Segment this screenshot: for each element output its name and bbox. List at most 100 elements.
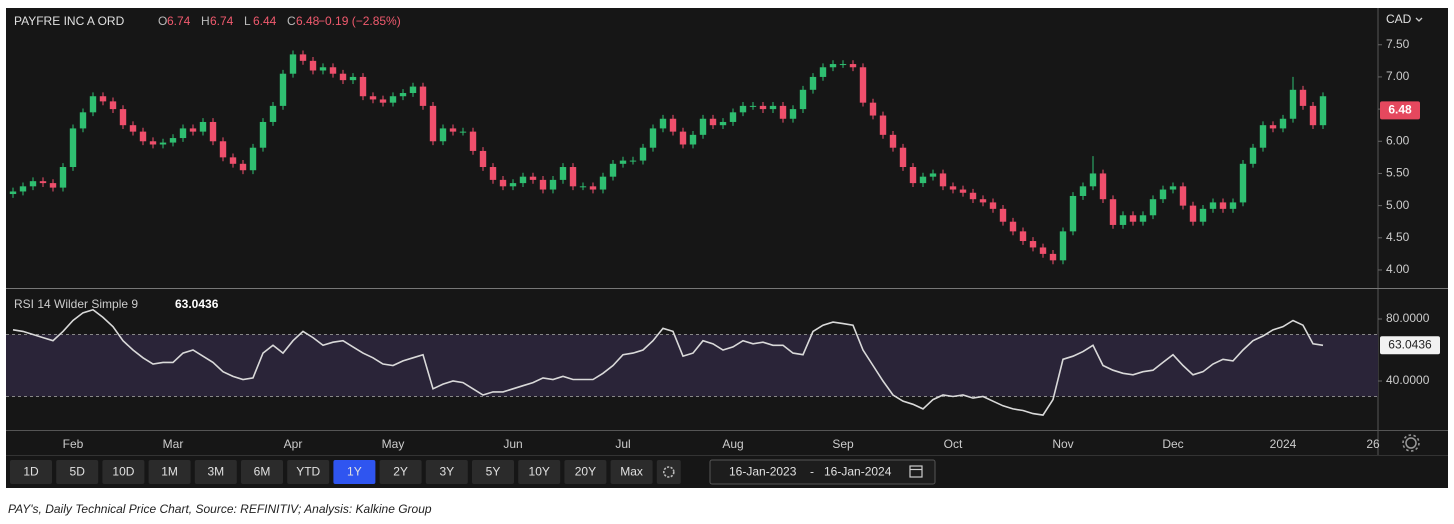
candle-body (89, 96, 97, 113)
candle-body (1009, 221, 1017, 232)
candle-body (59, 167, 67, 188)
candle-body (1079, 186, 1087, 196)
range-button[interactable]: 3Y (425, 460, 468, 484)
candle-body (1319, 96, 1327, 126)
date-to[interactable]: 16-Jan-2024 (824, 465, 892, 479)
range-button-bg[interactable] (194, 460, 237, 484)
candle-body (79, 112, 87, 129)
candle-body (299, 54, 307, 61)
calendar-icon[interactable] (909, 465, 923, 478)
range-button-bg[interactable] (287, 460, 330, 484)
range-button-label[interactable]: YTD (296, 465, 320, 479)
range-button-label[interactable]: 6M (254, 465, 271, 479)
rsi-line (12, 308, 1324, 416)
instrument-name: PAYFRE INC A ORD (14, 14, 125, 28)
range-button-label[interactable]: 1M (161, 465, 178, 479)
dropdown-icon (1415, 17, 1423, 22)
candle-body (659, 118, 667, 129)
candle-body (869, 102, 877, 116)
range-button-label[interactable]: 3Y (439, 465, 454, 479)
last-price-label: 6.48 (1388, 103, 1412, 117)
range-button-bg[interactable] (564, 460, 607, 484)
date-range-box[interactable] (709, 459, 936, 485)
range-button[interactable]: 1D (10, 460, 52, 484)
range-button-bg[interactable] (518, 460, 561, 484)
candle-body (29, 181, 37, 187)
candle-body (489, 167, 497, 180)
last-price-badge (1380, 101, 1420, 120)
range-button[interactable]: 20Y (564, 460, 607, 484)
indicator-value: 63.0436 (175, 297, 219, 311)
candle-body (1209, 202, 1217, 209)
candle-body (329, 67, 337, 74)
candle-body (1189, 205, 1197, 222)
candle-body (419, 86, 427, 106)
range-button[interactable]: 10Y (518, 460, 561, 484)
range-button-bg[interactable] (425, 460, 468, 484)
currency[interactable]: CAD (1386, 12, 1412, 26)
chart-settings-button[interactable] (656, 460, 681, 484)
range-button[interactable]: Max (610, 460, 653, 484)
candle-body (1159, 189, 1167, 200)
candle-body (209, 121, 217, 142)
range-button-label[interactable]: 10D (112, 465, 134, 479)
candle-body (469, 131, 477, 151)
candle-body (1179, 186, 1187, 206)
candle-body (839, 64, 847, 66)
candle-body (819, 67, 827, 77)
range-button[interactable]: 1M (148, 460, 191, 484)
candle-body (679, 131, 687, 145)
range-button-label[interactable]: 1D (23, 465, 39, 479)
range-button-label[interactable]: 1Y (347, 465, 362, 479)
price-change: −0.19 (−2.85%) (318, 14, 401, 28)
settings-icon[interactable] (1402, 434, 1420, 452)
range-button-bg[interactable] (333, 460, 376, 484)
gear-icon[interactable] (1405, 437, 1417, 449)
range-button-bg[interactable] (148, 460, 191, 484)
y-tick-label: 7.50 (1386, 37, 1410, 51)
range-button[interactable]: 1Y (333, 460, 376, 484)
date-from[interactable]: 16-Jan-2023 (729, 465, 797, 479)
x-tick-label: 2024 (1270, 437, 1297, 451)
candle-body (929, 173, 937, 177)
candle-body (179, 128, 187, 139)
date-range-picker[interactable]: 16-Jan-2023-16-Jan-2024 (709, 459, 936, 485)
caption: PAY's, Daily Technical Price Chart, Sour… (8, 502, 432, 516)
range-button-label[interactable]: 3M (207, 465, 224, 479)
range-button-label[interactable]: 20Y (575, 465, 596, 479)
candle-body (1139, 215, 1147, 222)
range-button-label[interactable]: 10Y (529, 465, 550, 479)
range-button[interactable]: 2Y (379, 460, 422, 484)
ohlc-value: 6.48 (296, 14, 320, 28)
candle-body (969, 192, 977, 200)
range-button-bg[interactable] (56, 460, 99, 484)
range-button-label[interactable]: 2Y (393, 465, 408, 479)
x-tick-label: 26 (1366, 437, 1380, 451)
candle-body (739, 105, 747, 113)
y-tick-label: 4.50 (1386, 230, 1410, 244)
range-button[interactable]: 10D (102, 460, 145, 484)
range-button-label[interactable]: 5Y (486, 465, 501, 479)
candle-body (249, 147, 257, 171)
range-button-label[interactable]: 5D (70, 465, 86, 479)
candle-body (159, 142, 167, 145)
range-button[interactable]: 6M (241, 460, 283, 484)
candle-body (429, 105, 437, 142)
range-button[interactable]: YTD (287, 460, 330, 484)
range-button-bg[interactable] (610, 460, 653, 484)
currency-selector[interactable]: CAD (1386, 12, 1423, 26)
range-button-label[interactable]: Max (620, 465, 643, 479)
range-button-bg[interactable] (472, 460, 514, 484)
range-button[interactable]: 5Y (472, 460, 514, 484)
candle-body (139, 131, 147, 142)
gear-teeth (1402, 434, 1420, 452)
settings-button-bg[interactable] (656, 460, 681, 484)
range-button-bg[interactable] (379, 460, 422, 484)
range-button-bg[interactable] (241, 460, 283, 484)
range-button-bg[interactable] (102, 460, 145, 484)
range-button[interactable]: 3M (194, 460, 237, 484)
range-button-bg[interactable] (10, 460, 52, 484)
ohlc-label: C (287, 14, 296, 28)
range-button[interactable]: 5D (56, 460, 99, 484)
x-tick-label: Sep (832, 437, 854, 451)
